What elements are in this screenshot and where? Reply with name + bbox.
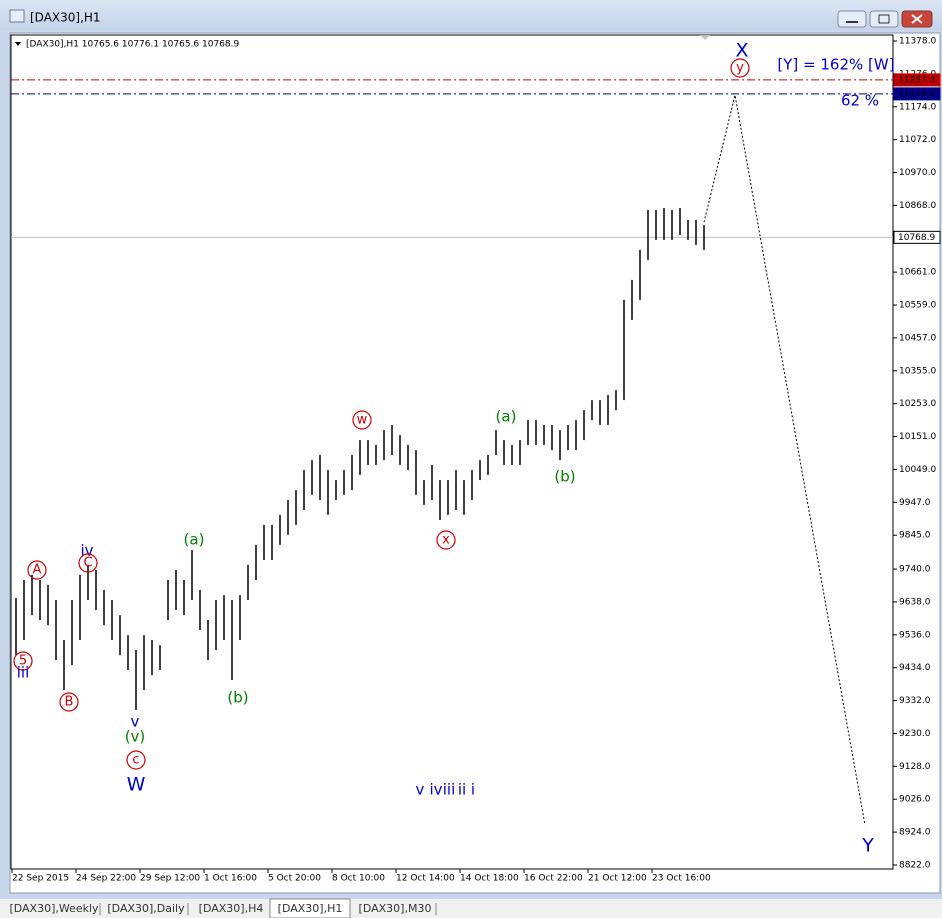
x-tick-label: 5 Oct 20:00 [268, 874, 321, 884]
annotation: [Y] = 162% [W] [777, 56, 894, 74]
annotation: w [357, 413, 368, 428]
y-tick-label: 10151.0 [899, 432, 936, 442]
price-label-box [893, 230, 941, 244]
tab-label[interactable]: [DAX30],M30 [359, 902, 432, 915]
annotation-circle [78, 553, 98, 573]
annotation: (a) [496, 408, 517, 426]
tab-bar [0, 899, 942, 918]
minimize-button[interactable] [837, 10, 867, 28]
x-tick-label: 24 Sep 22:00 [76, 874, 136, 884]
annotation: A [33, 563, 42, 578]
annotation: (v) [125, 728, 146, 746]
tab-label[interactable]: [DAX30],Daily [107, 902, 185, 915]
annotation: v [416, 781, 425, 799]
tabs: [DAX30],Weekly [DAX30],Daily [DAX30],H4 [DA… [9, 898, 437, 918]
annotation-circle [436, 530, 456, 550]
y-tick-label: 10355.0 [899, 366, 936, 376]
x-tick-label: 21 Oct 12:00 [588, 874, 647, 884]
restore-button[interactable] [869, 10, 899, 28]
y-tick-label: 9740.0 [899, 565, 931, 575]
shift-marker [700, 35, 710, 40]
tab-label[interactable]: [DAX30],H1 [278, 902, 343, 915]
x-tick-label: 12 Oct 14:00 [396, 874, 455, 884]
annotation: C [83, 556, 92, 571]
y-tick-label: 9332.0 [899, 696, 931, 706]
annotation: X [735, 40, 748, 62]
annotation: 5 [19, 654, 27, 669]
title-bar [0, 0, 942, 30]
y-tick-label: 10868.0 [899, 201, 936, 211]
annotation: iv [429, 781, 442, 799]
x-tick-label: 16 Oct 22:00 [524, 874, 583, 884]
menu-arrow[interactable] [15, 42, 21, 46]
annotation: iii [443, 781, 456, 799]
y-tick-label: 10253.0 [899, 399, 936, 409]
annotation-circle [352, 410, 372, 430]
y-tick-label: 9128.0 [899, 762, 931, 772]
annotation: (b) [554, 468, 575, 486]
annotation: Y [861, 835, 874, 857]
y-tick-label: 11378.0 [899, 37, 936, 47]
projection-line [703, 95, 866, 826]
window-buttons[interactable] [837, 10, 933, 28]
window-icon [9, 9, 25, 23]
x-tick-label: 1 Oct 16:00 [204, 874, 257, 884]
annotation: W [127, 774, 146, 796]
chart-panel [9, 32, 941, 894]
y-tick-label: 10559.0 [899, 301, 936, 311]
x-tick-label: 8 Oct 10:00 [332, 874, 385, 884]
y-tick-label: 9845.0 [899, 531, 931, 541]
annotation: ii [458, 781, 466, 799]
y-tick-label: 11072.0 [899, 135, 936, 145]
y-tick-label: 10457.0 [899, 333, 936, 343]
annotation: y [736, 61, 744, 76]
annotation: (a) [184, 531, 205, 549]
annotation-circle [27, 560, 47, 580]
tab-active [269, 898, 351, 918]
tab-label[interactable]: [DAX30],Weekly [9, 902, 99, 915]
y-tick-label: 10049.0 [899, 465, 936, 475]
x-tick-label: 29 Sep 12:00 [140, 874, 200, 884]
x-tick-label: 23 Oct 16:00 [652, 874, 711, 884]
plot-border [10, 34, 894, 870]
annotation-circle [59, 692, 79, 712]
y-tick-label: 9947.0 [899, 498, 931, 508]
window-title: [DAX30],H1 [30, 11, 101, 25]
price-label-box [893, 87, 941, 101]
plot: 11378.011276.011174.011072.010970.010868… [11, 37, 941, 884]
annotation: (b) [227, 689, 248, 707]
chart-info: [DAX30],H1 10765.6 10776.1 10765.6 10768… [26, 40, 240, 50]
annotation: x [442, 533, 450, 548]
y-tick-label: 9230.0 [899, 729, 931, 739]
y-tick-label: 8924.0 [899, 828, 931, 838]
annotation: i [471, 781, 475, 799]
annotation-circle [126, 750, 146, 770]
price-label: 11257.3 [898, 75, 935, 85]
x-tick-label: 14 Oct 18:00 [460, 874, 519, 884]
price-label: 11214.0 [898, 89, 935, 99]
y-tick-label: 11174.0 [899, 102, 936, 112]
annotation: iii [17, 664, 30, 682]
y-tick-label: 9638.0 [899, 597, 931, 607]
y-tick-label: 9434.0 [899, 663, 931, 673]
y-tick-label: 8822.0 [899, 861, 931, 871]
annotation: 62 % [841, 92, 879, 110]
annotation: v [131, 713, 140, 731]
restore-icon [878, 14, 890, 24]
y-tick-label: 9536.0 [899, 630, 931, 640]
annotation: c [132, 753, 139, 768]
y-tick-label: 10970.0 [899, 168, 936, 178]
annotation-circle [730, 58, 750, 78]
price-label: 10768.9 [898, 233, 935, 243]
y-tick-label: 10661.0 [899, 268, 936, 278]
price-label-box [893, 73, 941, 87]
close-icon [911, 14, 923, 24]
x-tick-label: 22 Sep 2015 [12, 874, 69, 884]
annotation-circle [13, 651, 33, 671]
y-tick-label: 9026.0 [899, 795, 931, 805]
annotation: B [65, 695, 74, 710]
tab-label[interactable]: [DAX30],H4 [199, 902, 264, 915]
